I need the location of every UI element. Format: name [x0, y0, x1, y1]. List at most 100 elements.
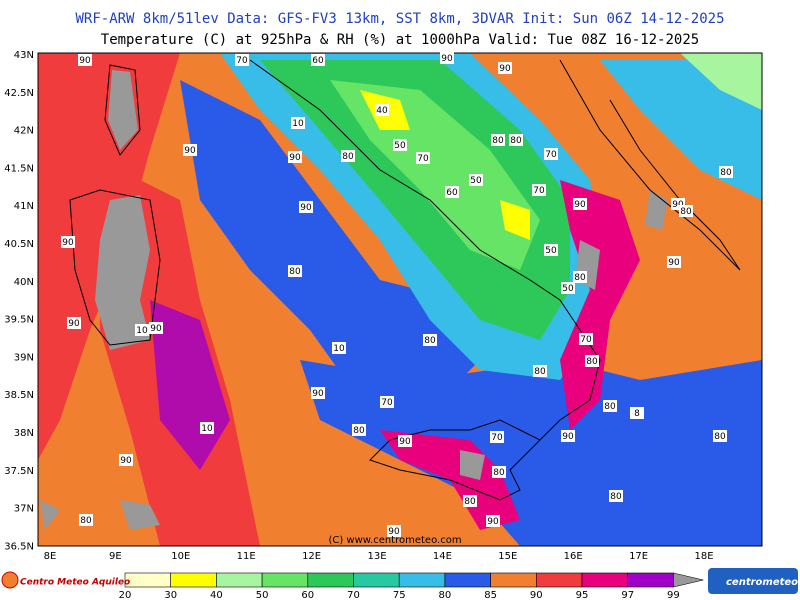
contour-label-box — [79, 514, 93, 526]
contour-label: 90 — [668, 258, 680, 268]
lat-label: 37N — [14, 504, 34, 515]
contour-label: 90 — [79, 56, 91, 66]
contour-label: 50 — [562, 284, 574, 294]
copyright: (C) www.centrometeo.com — [328, 535, 461, 546]
contour-label-box — [533, 365, 547, 377]
contour-label-box — [630, 407, 644, 419]
legend-value: 40 — [210, 590, 223, 600]
contour-label: 70 — [236, 56, 248, 66]
contour-label: 70 — [545, 150, 557, 160]
lon-label: 9E — [109, 551, 122, 562]
contour-label: 80 — [510, 136, 522, 146]
contour-label: 60 — [312, 56, 324, 66]
contour-label-box — [603, 400, 617, 412]
contour-label-box — [579, 333, 593, 345]
contour-label-box — [119, 454, 133, 466]
contour-label: 70 — [491, 433, 503, 443]
legend-value: 20 — [119, 590, 132, 600]
logo-left: Centro Meteo Aquileo — [20, 578, 130, 588]
contour-label-box — [585, 355, 599, 367]
contour-label: 90 — [562, 432, 574, 442]
map-frame — [37, 52, 763, 547]
contour-label-box — [573, 198, 587, 210]
contour-label-box — [341, 150, 355, 162]
lat-label: 41.5N — [4, 163, 34, 174]
contour-label: 80 — [714, 432, 726, 442]
legend-swatch — [307, 572, 354, 588]
contour-label-box — [490, 431, 504, 443]
contour-label-box — [469, 174, 483, 186]
contour-label: 60 — [446, 188, 458, 198]
contour-label: 50 — [545, 246, 557, 256]
contour-label: 50 — [470, 176, 482, 186]
legend-value: 90 — [530, 590, 543, 600]
legend-value: 60 — [301, 590, 314, 600]
contour-label: 50 — [394, 141, 406, 151]
legend-arrow — [673, 572, 704, 588]
legend-swatch — [581, 572, 629, 588]
contour-label: 70 — [533, 186, 545, 196]
lat-label: 43N — [14, 50, 34, 61]
lat-label: 41N — [14, 201, 34, 212]
legend-value: 70 — [347, 590, 360, 600]
contour-label: 70 — [381, 398, 393, 408]
contour-label-box — [61, 236, 75, 248]
contour-label-box — [463, 495, 477, 507]
contour-label: 90 — [574, 200, 586, 210]
contour-label-box — [135, 324, 149, 336]
contour-label-box — [719, 166, 733, 178]
contour-label-box — [332, 342, 346, 354]
legend-value: 75 — [393, 590, 406, 600]
contour-label-box — [67, 317, 81, 329]
contour-label: 90 — [487, 517, 499, 527]
legend-swatch — [398, 572, 446, 588]
lat-label: 38N — [14, 428, 34, 439]
header-line2: Temperature (C) at 925hPa & RH (%) at 10… — [101, 32, 699, 48]
contour-label-box — [713, 430, 727, 442]
contour-label: 40 — [376, 106, 388, 116]
contour-label-box — [544, 148, 558, 160]
contour-label-box — [440, 52, 454, 64]
contour-label-box — [486, 515, 500, 527]
contour-label-box — [498, 62, 512, 74]
contour-label: 80 — [464, 497, 476, 507]
contour-label-box — [561, 430, 575, 442]
lon-label: 14E — [433, 551, 452, 562]
contour-label-box — [387, 525, 401, 537]
contour-label: 90 — [672, 200, 684, 210]
contour-label-box — [416, 152, 430, 164]
lon-label: 8E — [44, 551, 57, 562]
legend-swatch — [216, 572, 263, 588]
legend-value: 30 — [164, 590, 177, 600]
contour-label-box — [352, 424, 366, 436]
lon-label: 13E — [367, 551, 386, 562]
contour-label-box — [423, 334, 437, 346]
contour-label: 80 — [586, 357, 598, 367]
contour-label-box — [288, 265, 302, 277]
legend-value: 80 — [439, 590, 452, 600]
legend-swatch — [261, 572, 309, 588]
contour-label-box — [375, 104, 389, 116]
rh-field — [38, 53, 762, 546]
contour-label: 80 — [610, 492, 622, 502]
contour-label-box — [291, 117, 305, 129]
lon-label: 16E — [564, 551, 583, 562]
lat-label: 37.5N — [4, 466, 34, 477]
contour-label: 90 — [399, 437, 411, 447]
contour-label: 80 — [342, 152, 354, 162]
legend-value: 85 — [484, 590, 497, 600]
lat-label: 39N — [14, 352, 34, 363]
contour-label-box — [393, 139, 407, 151]
lon-label: 18E — [694, 551, 713, 562]
contour-label: 90 — [300, 203, 312, 213]
contour-label-box — [573, 271, 587, 283]
lat-label: 39.5N — [4, 315, 34, 326]
contour-label-box — [235, 54, 249, 66]
contour-label: 90 — [150, 324, 162, 334]
contour-label-box — [183, 144, 197, 156]
legend-swatch — [444, 572, 491, 588]
contour-label: 10 — [136, 326, 148, 336]
contour-label-box — [398, 435, 412, 447]
